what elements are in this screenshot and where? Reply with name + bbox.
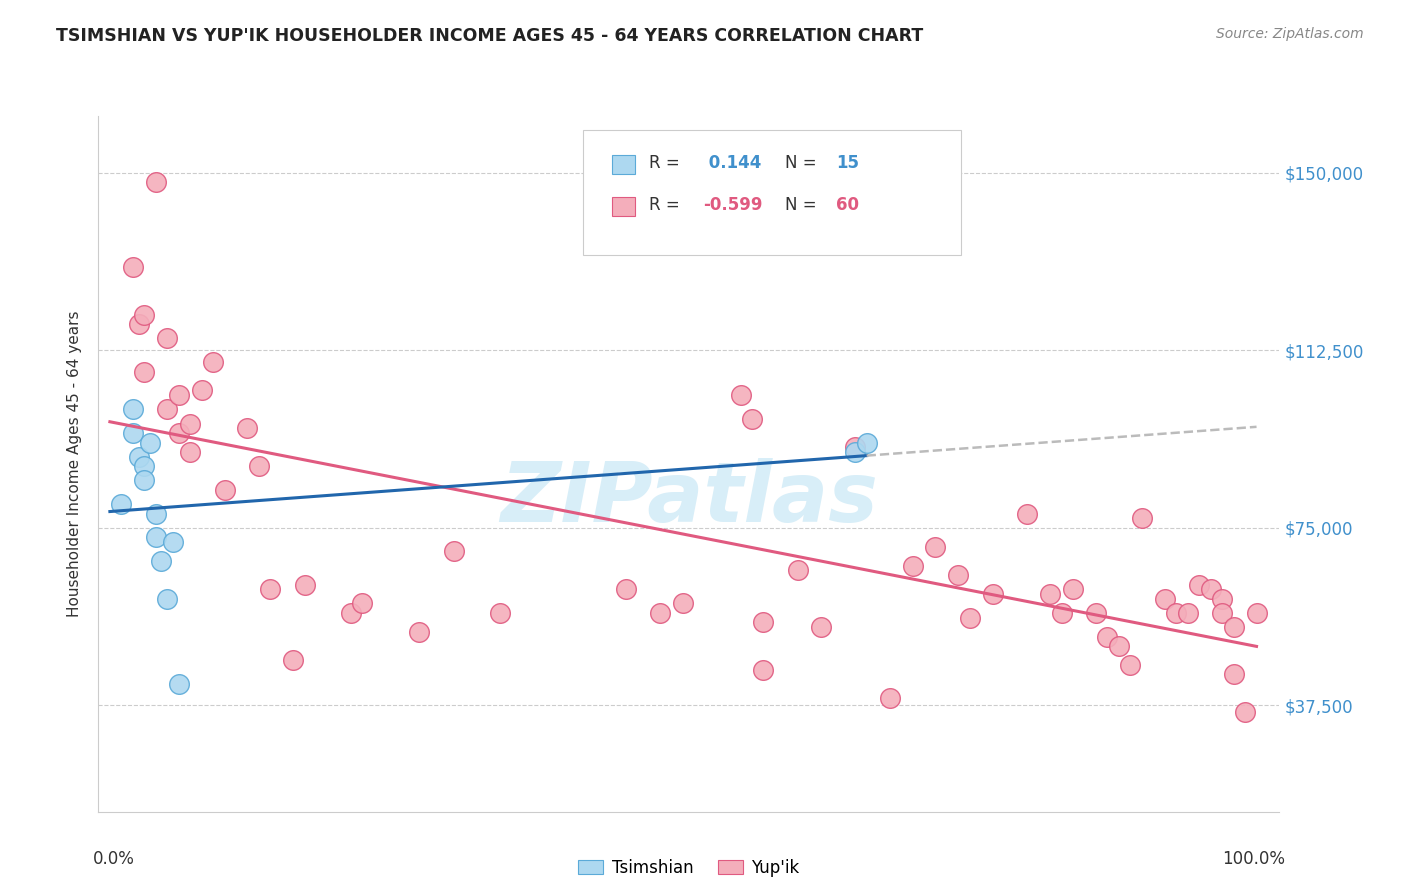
Point: [1130, 511, 1153, 525]
Point: [190, 384, 212, 398]
Text: 0.144: 0.144: [703, 154, 761, 172]
Point: [959, 610, 981, 624]
Text: R =: R =: [650, 154, 686, 172]
Legend: Tsimshian, Yup'ik: Tsimshian, Yup'ik: [571, 852, 807, 883]
Point: [443, 544, 465, 558]
Point: [1085, 606, 1108, 620]
Point: [1222, 620, 1244, 634]
Point: [167, 388, 190, 402]
Point: [134, 459, 156, 474]
Point: [1234, 706, 1257, 720]
Text: -0.599: -0.599: [703, 196, 762, 214]
Point: [1062, 582, 1084, 597]
Y-axis label: Householder Income Ages 45 - 64 years: Householder Income Ages 45 - 64 years: [67, 310, 83, 617]
Point: [150, 554, 173, 568]
Point: [1211, 606, 1233, 620]
Point: [408, 624, 430, 639]
Point: [1211, 591, 1233, 606]
Point: [730, 388, 752, 402]
Point: [1119, 658, 1142, 673]
Text: TSIMSHIAN VS YUP'IK HOUSEHOLDER INCOME AGES 45 - 64 YEARS CORRELATION CHART: TSIMSHIAN VS YUP'IK HOUSEHOLDER INCOME A…: [56, 27, 924, 45]
Text: R =: R =: [650, 196, 686, 214]
Point: [121, 260, 143, 275]
Point: [1039, 587, 1062, 601]
Point: [179, 417, 201, 431]
Point: [283, 653, 305, 667]
Point: [259, 582, 281, 597]
Point: [236, 421, 259, 435]
Text: N =: N =: [786, 196, 823, 214]
Bar: [612, 155, 636, 175]
Text: 15: 15: [837, 154, 859, 172]
Point: [1199, 582, 1222, 597]
Point: [339, 606, 361, 620]
Point: [981, 587, 1004, 601]
Text: 60: 60: [837, 196, 859, 214]
Text: N =: N =: [786, 154, 823, 172]
Point: [128, 317, 150, 331]
Point: [948, 568, 970, 582]
Point: [134, 308, 156, 322]
Point: [134, 365, 156, 379]
Point: [672, 597, 695, 611]
FancyBboxPatch shape: [582, 130, 960, 255]
Point: [1222, 667, 1244, 681]
Point: [1097, 630, 1119, 644]
Point: [247, 459, 270, 474]
Point: [156, 591, 179, 606]
Point: [156, 402, 179, 417]
Point: [650, 606, 672, 620]
Point: [139, 435, 162, 450]
Point: [879, 691, 901, 706]
Text: 100.0%: 100.0%: [1222, 850, 1285, 868]
Text: ZIPatlas: ZIPatlas: [501, 458, 877, 539]
Bar: [612, 196, 636, 216]
Point: [1108, 639, 1130, 653]
Text: Source: ZipAtlas.com: Source: ZipAtlas.com: [1216, 27, 1364, 41]
Point: [145, 175, 167, 189]
Text: 0.0%: 0.0%: [93, 850, 135, 868]
Point: [1017, 507, 1039, 521]
Point: [145, 507, 167, 521]
Point: [1188, 577, 1211, 591]
Point: [614, 582, 637, 597]
Point: [179, 445, 201, 459]
Point: [202, 355, 225, 369]
Point: [786, 563, 808, 577]
Point: [741, 412, 763, 426]
Point: [855, 435, 877, 450]
Point: [121, 426, 143, 441]
Point: [294, 577, 316, 591]
Point: [1166, 606, 1188, 620]
Point: [901, 558, 924, 573]
Point: [352, 597, 374, 611]
Point: [214, 483, 236, 497]
Point: [156, 331, 179, 345]
Point: [145, 530, 167, 544]
Point: [844, 440, 866, 454]
Point: [1153, 591, 1175, 606]
Point: [128, 450, 150, 464]
Point: [1246, 606, 1268, 620]
Point: [752, 663, 775, 677]
Point: [167, 426, 190, 441]
Point: [752, 615, 775, 630]
Point: [924, 540, 946, 554]
Point: [844, 445, 866, 459]
Point: [1050, 606, 1073, 620]
Point: [110, 497, 132, 511]
Point: [1177, 606, 1199, 620]
Point: [810, 620, 832, 634]
Point: [134, 474, 156, 488]
Point: [167, 677, 190, 691]
Point: [162, 535, 184, 549]
Point: [121, 402, 143, 417]
Point: [488, 606, 510, 620]
